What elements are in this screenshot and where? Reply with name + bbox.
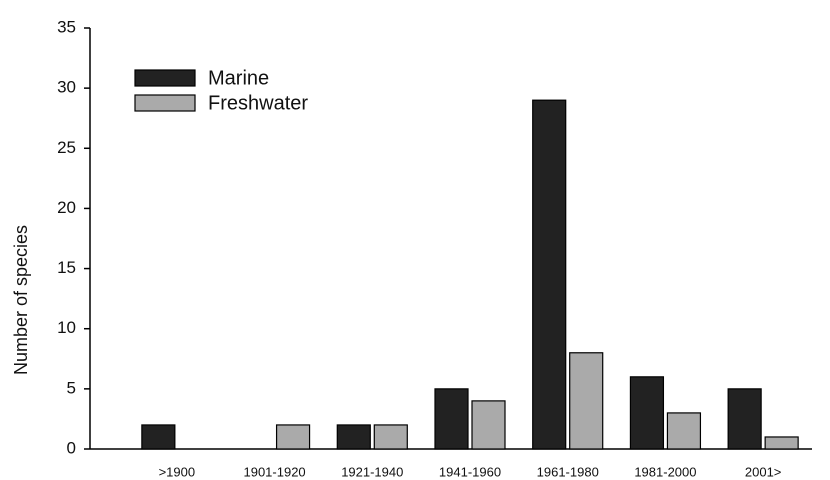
x-tick-label: 1941-1960: [439, 464, 501, 479]
legend-swatch: [134, 94, 196, 112]
y-tick-label: 30: [57, 78, 76, 97]
x-tick-label: 1921-1940: [341, 464, 403, 479]
y-tick-label: 0: [67, 438, 76, 457]
y-tick-label: 5: [67, 378, 76, 397]
bar: [141, 424, 176, 450]
bar: [727, 388, 762, 450]
bar: [275, 424, 311, 450]
bar: [569, 352, 604, 450]
x-tick-label: >1900: [159, 464, 196, 479]
bar: [666, 412, 702, 450]
x-tick-label: 1961-1980: [537, 464, 599, 479]
legend-label: Marine: [208, 67, 269, 89]
y-tick-label: 20: [57, 198, 76, 217]
y-axis-label: Number of species: [11, 225, 31, 375]
bar: [764, 436, 799, 450]
bar: [434, 388, 469, 450]
bar: [532, 99, 567, 450]
bar: [336, 424, 371, 450]
legend-swatch: [134, 69, 196, 87]
y-tick-label: 25: [57, 138, 76, 157]
x-tick-label: 2001>: [745, 464, 782, 479]
x-tick-label: 1901-1920: [243, 464, 305, 479]
y-tick-label: 10: [57, 318, 76, 337]
y-tick-label: 15: [57, 258, 76, 277]
x-tick-label: 1981-2000: [634, 464, 696, 479]
bar: [629, 376, 665, 450]
bar: [471, 400, 506, 450]
y-tick-label: 35: [57, 17, 76, 36]
bar: [373, 424, 408, 450]
legend-label: Freshwater: [208, 92, 308, 114]
